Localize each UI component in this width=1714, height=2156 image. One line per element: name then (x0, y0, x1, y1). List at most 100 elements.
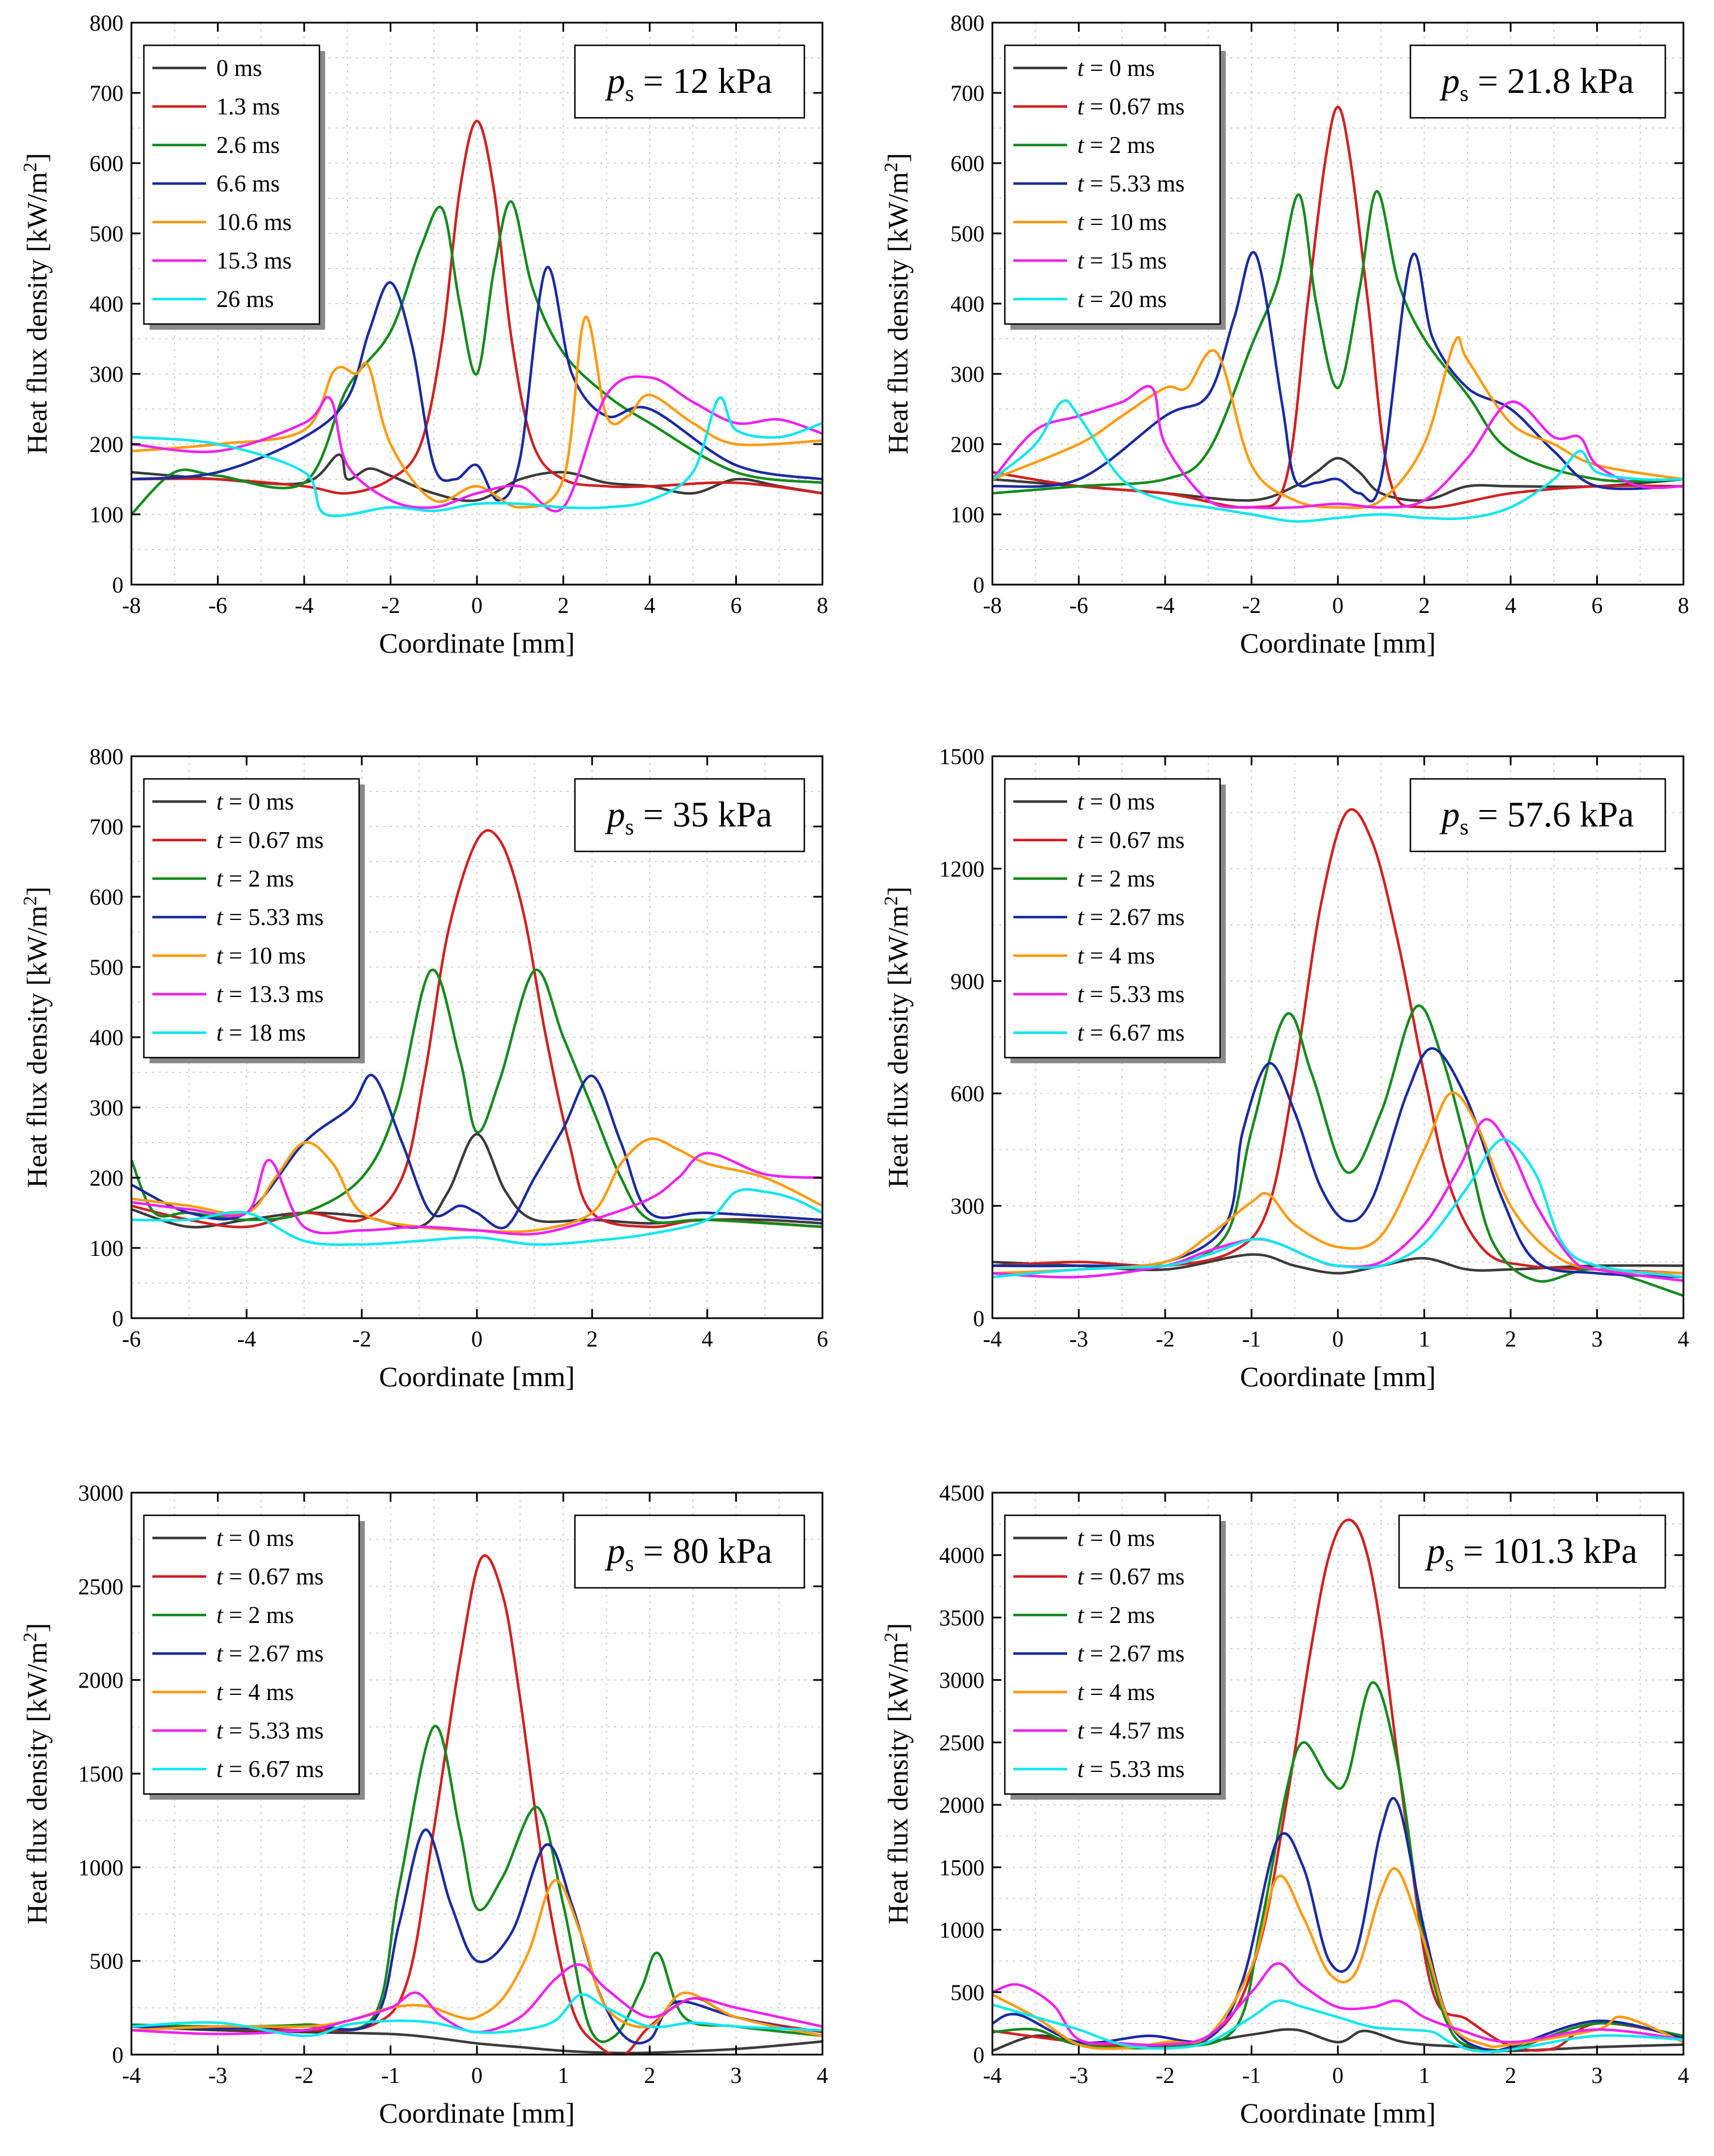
y-tick-label: 500 (89, 955, 123, 980)
legend-entry: t = 2 ms (1077, 866, 1155, 892)
series-line-2 (131, 200, 822, 515)
y-tick-label: 800 (89, 10, 123, 36)
chart-panel-4: -4 -3 -2 -1 0 1 2 3 4 0 300 600 900 1200 1500 Coordinat… (881, 744, 1689, 1392)
chart-panel-2: -8 -6 -4 -2 0 2 4 6 8 0 100 200 300 400 500 600 700 800 Co… (881, 10, 1689, 659)
legend-entry: t = 0 ms (216, 1526, 294, 1552)
series-line-5 (131, 375, 822, 513)
y-tick-label: 300 (89, 1095, 123, 1120)
y-tick-label: 1000 (939, 1918, 984, 1943)
y-tick-label: 4500 (939, 1480, 984, 1506)
pressure-annotation-box (574, 44, 805, 119)
series-line-1 (992, 105, 1683, 509)
legend-entry: 6.6 ms (216, 171, 280, 197)
x-tick-label: 2 (644, 2063, 655, 2088)
x-tick-label: -2 (1156, 1326, 1174, 1352)
series-group (992, 1518, 1683, 2053)
x-tick-label: -2 (1242, 593, 1261, 618)
series-line-6 (131, 1993, 822, 2038)
y-tick-label: 400 (89, 1025, 123, 1050)
y-tick-label: 300 (950, 1194, 984, 1219)
series-line-5 (131, 1963, 822, 2035)
x-tick-label: 4 (817, 2063, 828, 2088)
legend-entry: t = 0 ms (1077, 1526, 1155, 1552)
x-tick-label: 3 (1592, 1326, 1603, 1352)
y-tick-label: 3500 (939, 1605, 984, 1630)
legend-entry: t = 10 ms (1077, 210, 1167, 236)
series-line-4 (992, 1091, 1683, 1275)
pressure-annotation: ps = 21.8 kPa (1439, 61, 1634, 106)
x-tick-label: -1 (1242, 2063, 1261, 2088)
legend-entry: t = 2 ms (216, 1603, 294, 1629)
chart-panel-5: -4 -3 -2 -1 0 1 2 3 4 0 500 1000 1500 2000 2500 3000 Coo… (20, 1480, 828, 2129)
x-tick-label: 1 (1419, 1326, 1430, 1352)
x-tick-label: -3 (1069, 2063, 1088, 2088)
x-tick-label: 0 (1332, 2063, 1344, 2088)
legend-entry: t = 5.33 ms (216, 905, 323, 931)
x-tick-label: 2 (1505, 2063, 1516, 2088)
y-tick-label: 2500 (939, 1730, 984, 1756)
y-tick-label: 2000 (78, 1668, 123, 1693)
legend-entry: t = 15 ms (1077, 248, 1167, 274)
legend: t = 0 ms t = 0.67 ms t = 2 ms t = 2.67 ms t … (1004, 778, 1226, 1063)
y-axis-label: Heat flux density [kW/m2] (881, 153, 914, 454)
x-tick-label: -3 (1069, 1326, 1088, 1352)
series-group (992, 105, 1683, 523)
series-line-2 (992, 190, 1683, 495)
x-tick-label: -4 (122, 2063, 140, 2088)
x-tick-label: -6 (208, 593, 227, 618)
x-tick-label: 3 (731, 2063, 742, 2088)
y-tick-label: 500 (89, 1949, 123, 1974)
legend-entry: t = 0 ms (1077, 56, 1155, 82)
series-group (131, 120, 822, 518)
y-tick-label: 0 (973, 572, 984, 598)
series-line-2 (131, 1724, 822, 2043)
y-tick-label: 300 (950, 361, 984, 387)
y-tick-label: 500 (950, 1980, 984, 2005)
y-tick-label: 0 (973, 2042, 984, 2068)
legend-entry: t = 4.57 ms (1077, 1718, 1184, 1744)
pressure-annotation-box (1398, 1514, 1666, 1589)
y-tick-label: 3000 (78, 1480, 123, 1506)
y-axis-label: Heat flux density [kW/m2] (20, 153, 53, 454)
x-tick-label: -8 (983, 593, 1001, 618)
x-tick-label: -2 (381, 593, 400, 618)
y-tick-label: 1500 (939, 744, 984, 769)
x-tick-label: -1 (1242, 1326, 1261, 1352)
x-tick-label: 0 (1332, 593, 1344, 618)
x-tick-label: -2 (1156, 2063, 1174, 2088)
x-tick-label: 2 (1505, 1326, 1516, 1352)
x-axis-label: Coordinate [mm] (379, 627, 575, 659)
y-tick-label: 600 (89, 884, 123, 910)
legend: t = 0 ms t = 0.67 ms t = 2 ms t = 2.67 ms t … (143, 1514, 365, 1800)
pressure-annotation-box (574, 1514, 805, 1589)
y-tick-label: 1500 (78, 1761, 123, 1787)
x-tick-label: 8 (1678, 593, 1689, 618)
legend-entry: t = 20 ms (1077, 287, 1167, 313)
y-tick-label: 600 (950, 1081, 984, 1106)
y-tick-label: 100 (89, 1235, 123, 1261)
pressure-annotation: ps = 80 kPa (605, 1531, 773, 1576)
legend-entry: t = 13.3 ms (216, 982, 323, 1008)
legend-entry: t = 6.67 ms (216, 1757, 323, 1783)
x-tick-label: -4 (237, 1326, 256, 1352)
series-line-1 (131, 120, 822, 495)
series-line-1 (992, 808, 1683, 1275)
pressure-annotation: ps = 35 kPa (605, 794, 773, 840)
legend-entry: t = 6.67 ms (1077, 1020, 1184, 1046)
y-axis-label: Heat flux density [kW/m2] (20, 887, 53, 1188)
x-tick-label: 3 (1592, 2063, 1603, 2088)
y-tick-label: 200 (89, 432, 123, 457)
x-tick-label: -8 (122, 593, 140, 618)
y-tick-label: 200 (950, 432, 984, 457)
legend: t = 0 ms t = 0.67 ms t = 2 ms t = 2.67 ms t … (1004, 1514, 1226, 1800)
series-group (131, 1554, 822, 2055)
pressure-annotation: ps = 57.6 kPa (1439, 794, 1634, 840)
legend-entry: t = 5.33 ms (1077, 1757, 1184, 1783)
legend-entry: t = 2.67 ms (1077, 905, 1184, 931)
y-tick-label: 700 (89, 814, 123, 840)
y-tick-label: 1500 (939, 1855, 984, 1880)
y-tick-label: 2500 (78, 1574, 123, 1599)
legend-entry: t = 0.67 ms (216, 1564, 323, 1590)
y-tick-label: 700 (950, 80, 984, 106)
pressure-annotation: ps = 101.3 kPa (1425, 1531, 1638, 1576)
